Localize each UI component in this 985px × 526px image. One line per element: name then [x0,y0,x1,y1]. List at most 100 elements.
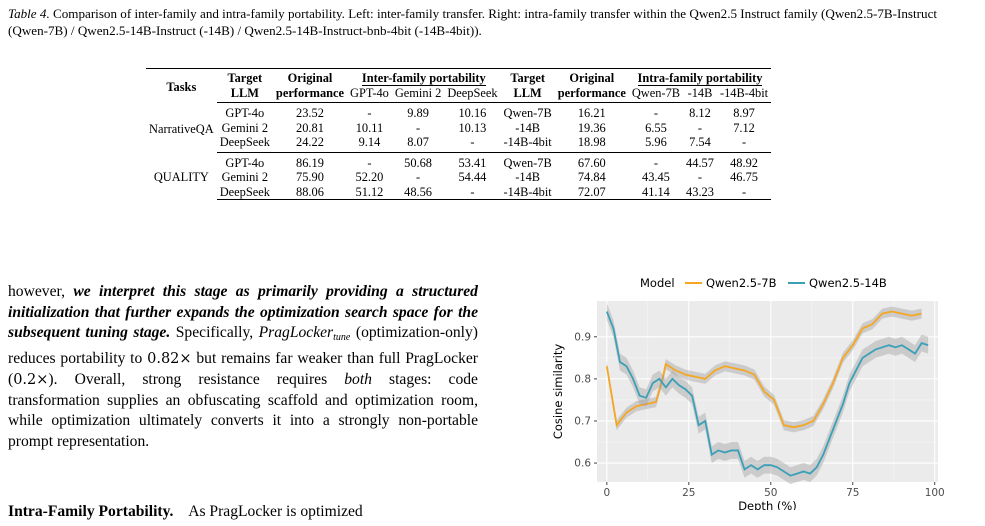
header-orig-2b: performance [554,85,629,103]
y-axis-label: Cosine similarity [551,344,565,440]
series-line-1 [605,311,929,477]
intra-value-cell: - [697,170,703,184]
target-llm-cell: DeepSeek [216,135,273,153]
pragLocker-name: PragLocker [258,324,334,342]
target-llm-cell: -14B-4bit [500,184,555,200]
original-perf-cell: 24.22 [272,135,348,153]
inter-value-cell: 10.11 [355,120,384,135]
para-math: 0.2× [13,371,49,388]
para-text: but remains far weaker than full PragLoc… [8,350,478,388]
header-target-1b: Target [500,68,555,86]
para-text: stages: code transformation supplies an … [8,370,478,450]
intra-value-cell: 8.12 [689,106,711,120]
target-llm-cell: -14B [515,120,541,135]
inter-value-cell: - [444,184,501,200]
plot-panel [597,301,938,482]
x-tick-label: 25 [682,487,695,499]
inter-value-cell: 48.56 [391,184,445,200]
inter-value-cell: 9.14 [347,135,392,153]
header-inter-family: Inter-family portability [347,68,501,86]
para-emphasis: we interpret this stage as primarily pro… [8,283,478,342]
header-intra-col: -14B-4bit [716,85,772,103]
intra-value-cell: 41.14 [628,184,684,200]
inter-value-cell: 51.12 [347,184,392,200]
intra-value-cell: 6.55 [645,120,667,135]
original-perf-cell: 16.21 [577,106,606,120]
header-target-2: LLM [216,85,273,103]
table-row: Gemini 2 75.90 52.20 - 54.44 -14B 74.84 43.45 - 4… [146,170,771,185]
header-intra-family: Intra-family portability [628,68,772,86]
task-cell: QUALITY [153,170,209,184]
cosine-similarity-chart: 0 25 50 75 100 0.6 0.7 0.8 0.9 Depth (%) Cosine si… [551,276,945,510]
inter-value-cell: 53.41 [458,155,487,170]
body-paragraph: however, we interpret this stage as prim… [8,282,478,453]
intra-value-cell: 46.75 [730,170,758,184]
inter-value-cell: 10.13 [458,120,487,135]
y-tick-label: 0.9 [574,331,591,343]
para-italic: both [344,370,372,388]
inter-value-cell: - [416,170,421,184]
para-text: ). Overall, strong resistance requires [48,370,345,388]
inter-value-cell: - [367,106,372,120]
series-line-0 [605,310,922,429]
section-paragraph: Intra-Family Portability. As PragLocker … [8,502,478,523]
target-llm-cell: Gemini 2 [221,120,269,135]
inter-value-cell: 10.16 [458,106,487,120]
header-tasks: Tasks [146,68,217,103]
original-perf-cell: 18.98 [554,135,629,153]
original-perf-cell: 86.19 [296,155,324,170]
inter-value-cell: 52.20 [355,170,384,184]
original-perf-cell: 72.07 [554,184,629,200]
original-perf-cell: 74.84 [577,170,606,184]
para-text: (optimization-only) reduces portability … [8,324,478,368]
original-perf-cell: 19.36 [577,120,606,135]
original-perf-cell: 88.06 [272,184,348,200]
target-llm-cell: Qwen-7B [503,106,552,120]
header-intra-col: Qwen-7B [628,85,684,103]
inter-value-cell: - [444,135,501,153]
y-tick-label: 0.8 [574,373,591,385]
para-math: 0.82× [147,351,192,368]
legend-entry: Qwen2.5-7B [706,276,777,290]
target-llm-cell: Gemini 2 [221,170,269,184]
intra-value-cell: 7.54 [683,135,717,153]
header-inter-col: DeepSeek [444,85,501,103]
inter-value-cell: 50.68 [404,155,433,170]
table-row: Gemini 2 20.81 10.11 - 10.13 -14B 19.36 6.55 - 7.… [146,121,771,136]
inter-value-cell: 9.89 [407,106,429,120]
para-text: Specifically, [170,324,259,342]
table-row: DeepSeek 24.22 9.14 8.07- -14B-4bit 18.98 5.96… [146,135,772,153]
y-tick-label: 0.7 [574,415,591,427]
target-llm-cell: -14B-4bit [500,135,555,153]
inter-value-cell: 54.44 [458,170,487,184]
intra-value-cell: 44.57 [686,155,714,170]
intra-value-cell: - [716,135,772,153]
header-target-1: Target [216,68,273,86]
inter-value-cell: - [367,155,372,170]
task-cell: NarrativeQA [149,121,214,136]
target-llm-cell: Qwen-7B [503,155,552,170]
header-row-2: LLM performance GPT-4o Gemini 2 DeepSeek… [146,85,772,103]
target-llm-cell: -14B [515,170,541,184]
original-perf-cell: 67.60 [577,155,606,170]
intra-value-cell: 43.23 [683,184,717,200]
x-tick-label: 75 [846,487,859,499]
original-perf-cell: 20.81 [296,120,324,135]
inter-value-cell: - [416,120,421,135]
table-caption: Table 4. Comparison of inter-family and … [8,5,978,39]
target-llm-cell: DeepSeek [216,184,273,200]
para-text: however, [8,283,74,300]
pragLocker-subscript: tune [333,332,351,344]
target-llm-cell: GPT-4o [225,155,265,170]
target-llm-cell: GPT-4o [225,106,265,120]
header-row-1: Tasks Target Original Inter-family porta… [146,68,772,103]
table-row: QUALITY GPT-4o 86.19-50.68 53.41 Qwen-7B 67.6… [146,152,771,185]
x-tick-label: 0 [603,487,610,499]
intra-value-cell: 7.12 [733,120,755,135]
header-inter-col: GPT-4o [347,85,392,103]
caption-label: Table 4. [8,6,50,21]
intra-value-cell: - [697,120,703,135]
intra-value-cell: 5.96 [628,135,684,153]
original-perf-cell: 23.52 [296,106,324,120]
intra-value-cell: - [716,184,772,200]
